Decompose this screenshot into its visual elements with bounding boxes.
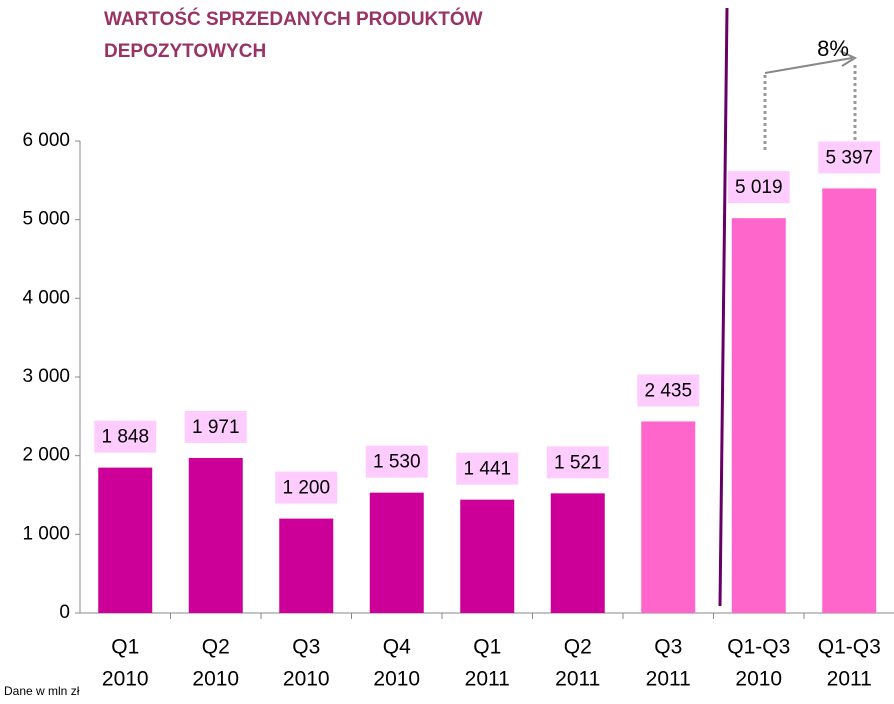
label-box bbox=[637, 374, 700, 407]
bar bbox=[98, 467, 153, 613]
label-box bbox=[94, 420, 157, 453]
y-tick-label: 0 bbox=[59, 602, 70, 623]
y-tick-label: 5 000 bbox=[22, 209, 70, 230]
label-box bbox=[546, 446, 609, 479]
label-box bbox=[727, 171, 790, 204]
x-tick-label: 2010 bbox=[373, 668, 420, 691]
footnote: Dane w mln zł bbox=[4, 684, 80, 698]
label-box bbox=[456, 452, 519, 485]
value-label: 2 435 bbox=[644, 380, 692, 401]
bar bbox=[641, 421, 696, 613]
label-box bbox=[184, 410, 247, 443]
y-tick-label: 4 000 bbox=[22, 287, 70, 308]
value-label: 1 971 bbox=[192, 417, 240, 438]
x-tick-label: 2010 bbox=[735, 668, 782, 691]
x-tick-label: Q1-Q3 bbox=[727, 636, 790, 659]
value-label: 1 521 bbox=[554, 452, 602, 473]
x-tick-label: Q2 bbox=[564, 636, 592, 659]
annotation: 8% bbox=[817, 36, 849, 61]
y-tick-label: 1 000 bbox=[22, 523, 70, 544]
separator bbox=[718, 7, 729, 607]
x-tick-label: Q1 bbox=[473, 636, 501, 659]
x-tick-label: Q3 bbox=[654, 636, 682, 659]
value-label: 1 530 bbox=[373, 452, 421, 473]
value-label: 1 848 bbox=[101, 427, 149, 448]
bar bbox=[188, 457, 243, 613]
value-label: 5 019 bbox=[735, 177, 783, 198]
value-label: 1 200 bbox=[282, 478, 330, 499]
chart-title: WARTOŚĆ SPRZEDANYCH PRODUKTÓW bbox=[104, 8, 483, 30]
value-label: 1 441 bbox=[463, 459, 511, 480]
x-tick-label: 2011 bbox=[827, 668, 872, 691]
x-tick-label: Q1-Q3 bbox=[818, 636, 881, 659]
label-box bbox=[365, 445, 428, 478]
y-tick-label: 6 000 bbox=[22, 130, 70, 151]
label-box bbox=[818, 141, 881, 174]
chart-title: DEPOZYTOWYCH bbox=[104, 41, 266, 62]
y-tick-label: 3 000 bbox=[22, 366, 70, 387]
bar bbox=[731, 218, 786, 613]
x-tick-label: 2010 bbox=[283, 668, 330, 691]
x-tick-label: 2010 bbox=[102, 668, 149, 691]
x-tick-label: Q3 bbox=[292, 636, 320, 659]
x-tick-label: 2011 bbox=[465, 668, 510, 691]
x-tick-label: 2011 bbox=[555, 668, 600, 691]
bar bbox=[550, 493, 605, 613]
x-tick-label: Q2 bbox=[202, 636, 230, 659]
label-box bbox=[275, 471, 338, 504]
bar bbox=[460, 499, 515, 613]
bar bbox=[822, 188, 877, 613]
y-tick-label: 2 000 bbox=[22, 445, 70, 466]
x-tick-label: 2010 bbox=[192, 668, 239, 691]
x-tick-label: 2011 bbox=[646, 668, 691, 691]
x-tick-label: Q4 bbox=[383, 636, 411, 659]
bar bbox=[369, 492, 424, 613]
value-label: 5 397 bbox=[825, 147, 873, 168]
bar bbox=[279, 518, 334, 613]
x-tick-label: Q1 bbox=[111, 636, 139, 659]
arrow-head bbox=[839, 50, 858, 67]
growth-arrow bbox=[764, 57, 853, 74]
